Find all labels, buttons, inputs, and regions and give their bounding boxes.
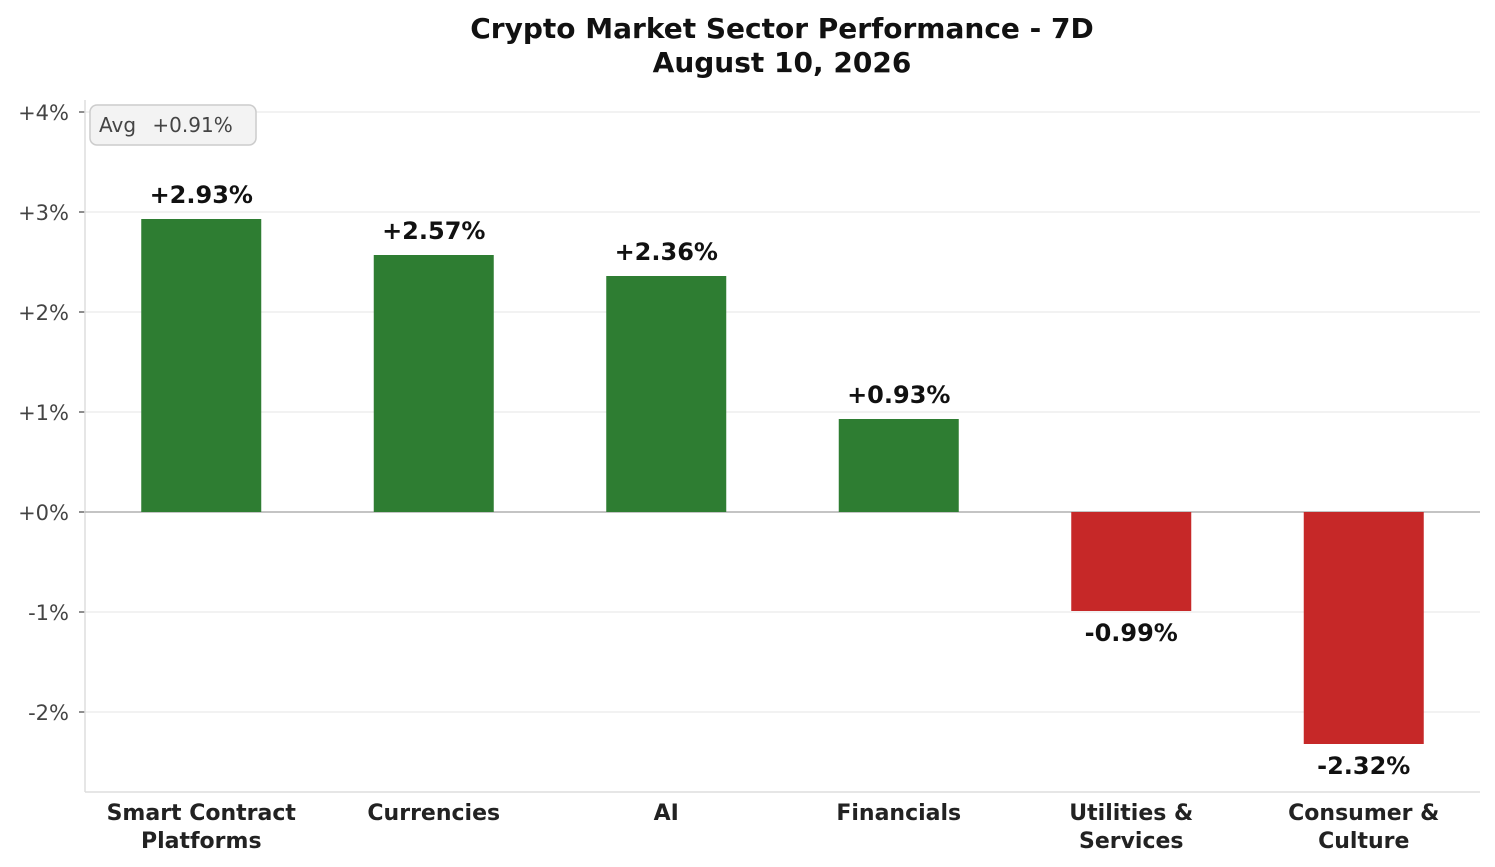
- category-label: Platforms: [141, 829, 262, 854]
- category-label: Consumer &: [1288, 801, 1439, 826]
- category-label: Utilities &: [1069, 801, 1193, 826]
- svg-text:Avg +0.91%: Avg +0.91%: [99, 113, 233, 137]
- category-label: Culture: [1318, 829, 1409, 854]
- y-tick-label: +3%: [18, 201, 69, 225]
- category-label: AI: [654, 801, 679, 826]
- bar: [606, 276, 727, 512]
- bar: [373, 255, 494, 512]
- data-label: +0.93%: [847, 381, 950, 409]
- data-label: +2.93%: [150, 181, 253, 209]
- category-label: Currencies: [367, 801, 500, 826]
- y-tick-label: +2%: [18, 301, 69, 325]
- y-tick-label: -1%: [28, 601, 69, 625]
- value-labels: +2.93% +2.57% +2.36% +0.93% -0.99% -2.32%: [150, 181, 1411, 780]
- category-label: Smart Contract: [107, 801, 297, 826]
- category-labels: Smart Contract Platforms Currencies AI Finan…: [107, 801, 1440, 854]
- avg-value: +0.91%: [152, 113, 232, 137]
- avg-annotation: Avg +0.91%: [89, 104, 257, 146]
- data-label: +2.36%: [615, 238, 718, 266]
- bar: [838, 419, 959, 512]
- data-label: -0.99%: [1085, 619, 1178, 647]
- y-tick-label: +0%: [18, 501, 69, 525]
- grid-lines: [85, 111, 1480, 713]
- category-label: Services: [1079, 829, 1184, 854]
- axes: [79, 100, 1480, 793]
- category-label: Financials: [836, 801, 961, 826]
- y-tick-label: -2%: [28, 701, 69, 725]
- y-tick-labels: -2% -1% +0% +1% +2% +3% +4%: [18, 101, 69, 725]
- y-tick-label: +4%: [18, 101, 69, 125]
- chart-title: Crypto Market Sector Performance - 7D: [470, 12, 1094, 45]
- bar: [1303, 512, 1424, 744]
- data-label: +2.57%: [382, 217, 485, 245]
- y-tick-label: +1%: [18, 401, 69, 425]
- avg-box: [89, 104, 257, 146]
- data-label: -2.32%: [1317, 752, 1410, 780]
- bar: [141, 219, 262, 512]
- avg-label: Avg: [99, 113, 136, 137]
- bars: [141, 219, 1424, 744]
- bar: [1071, 512, 1192, 611]
- chart-subtitle: August 10, 2026: [653, 46, 912, 79]
